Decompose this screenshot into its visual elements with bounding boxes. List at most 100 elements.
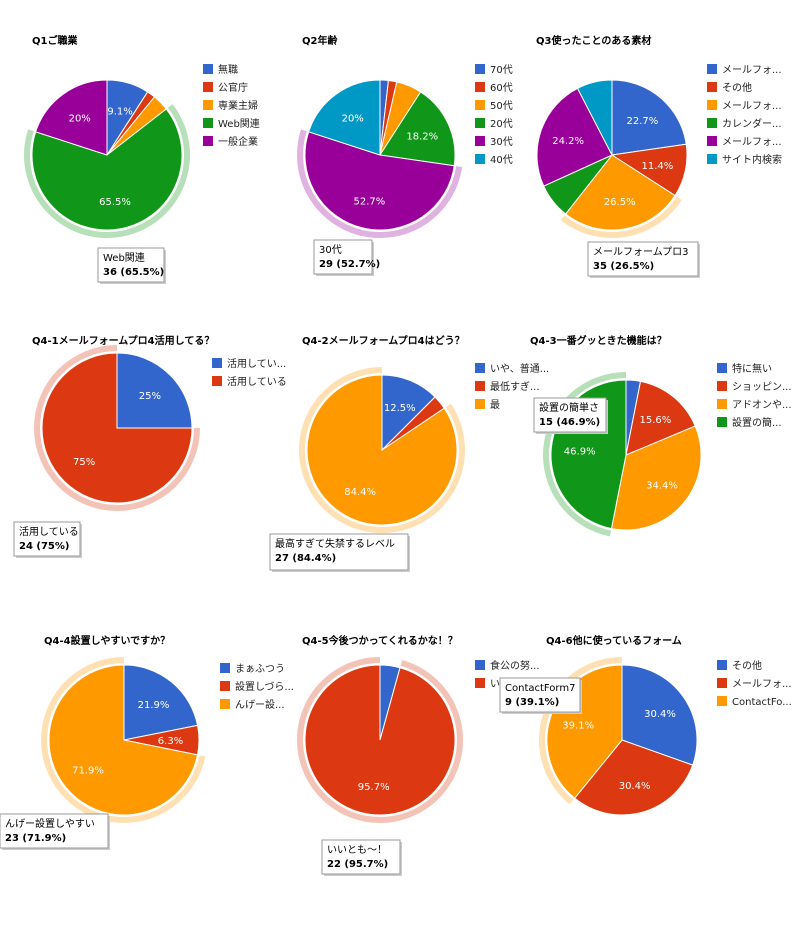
pie-slice[interactable]: [308, 79, 381, 156]
legend-swatch: [707, 118, 717, 128]
pie-slice[interactable]: [621, 664, 698, 766]
pie-slice[interactable]: [573, 739, 694, 816]
legend-entry[interactable]: メールフォ...: [722, 101, 782, 112]
legend-entry[interactable]: 最低すぎ...: [490, 380, 540, 393]
legend-entry[interactable]: 設置しづら...: [235, 680, 294, 693]
pie-slice[interactable]: [379, 91, 456, 167]
pie-slice[interactable]: [35, 79, 108, 156]
legend-entry[interactable]: 活用している: [227, 376, 287, 388]
legend-swatch: [717, 696, 727, 706]
pie-chart: Q4-3一番グッときた機能は？ 15.6% 34.4% 46.9% 特に無いショッピン.…: [530, 334, 792, 537]
legend-entry[interactable]: 40代: [490, 154, 513, 166]
legend-swatch: [707, 154, 717, 164]
legend-swatch: [475, 363, 485, 373]
tooltip-value: 27 (84.4%): [275, 553, 336, 564]
legend-swatch: [475, 64, 485, 74]
legend-entry[interactable]: 公官庁: [218, 81, 248, 94]
legend-entry[interactable]: 設置の簡...: [732, 416, 782, 429]
slice-label: 71.9%: [72, 765, 104, 776]
pie-slice[interactable]: [304, 664, 456, 816]
legend-swatch: [717, 660, 727, 670]
pie-slice[interactable]: [576, 79, 613, 156]
legend-swatch: [220, 663, 230, 673]
slice-label: 11.4%: [642, 161, 674, 172]
legend-entry[interactable]: メールフォ...: [732, 679, 792, 690]
legend-entry[interactable]: 20代: [490, 118, 513, 130]
legend-swatch: [717, 399, 727, 409]
legend-entry[interactable]: メールフォ...: [722, 137, 782, 148]
pie-slice[interactable]: [564, 154, 676, 231]
legend-entry[interactable]: 60代: [490, 82, 513, 94]
pie-chart-panel: Q4-1メールフォームプロ4活用してる？ 25% 75% 活用してい... 活用している…: [0, 330, 287, 630]
pie-chart: Q4-4設置しやすいですか？ 21.9% 6.3% 71.9% まぁふつう設置しづら..…: [0, 634, 294, 850]
legend-entry[interactable]: んげー設...: [235, 698, 285, 711]
slice-label: 65.5%: [99, 197, 131, 208]
legend-swatch: [475, 399, 485, 409]
legend-entry[interactable]: 最: [490, 399, 500, 411]
pie-slice[interactable]: [304, 131, 455, 231]
chart-title: Q4-2メールフォームプロ4はどう？: [302, 334, 465, 347]
pie-chart-panel: Q4-4設置しやすいですか？ 21.9% 6.3% 71.9% まぁふつう 設置しづら..…: [0, 630, 294, 930]
legend-entry[interactable]: 30代: [490, 136, 513, 148]
slice-label: 9.1%: [107, 106, 132, 117]
legend-entry[interactable]: まぁふつう: [235, 663, 285, 675]
slice-label: 95.7%: [358, 782, 390, 793]
pie-slice[interactable]: [536, 87, 613, 187]
pie-slice[interactable]: [610, 425, 702, 531]
slice-label: 15.6%: [640, 415, 672, 426]
slice-label: 30.4%: [619, 781, 651, 792]
pie-slice[interactable]: [625, 380, 696, 456]
slice-label: 30.4%: [644, 709, 676, 720]
pie-chart-panel: Q4-2メールフォームプロ4はどう？ 12.5% 84.4% いや、普通... 最低すぎ…: [266, 330, 549, 630]
legend-entry[interactable]: カレンダー...: [722, 117, 782, 130]
pie-chart-panel: Q2年齢 18.2% 52.7% 20% 70代 60代 50代 20代 30代 40代 30代 29…: [266, 30, 532, 330]
tooltip: 最高すぎて失禁するレベル 27 (84.4%): [269, 533, 410, 572]
pie-chart-panel: Q3使ったことのある素材 22.7% 11.4% 26.5% 24.2% メールフォ...…: [532, 30, 798, 330]
legend-swatch: [475, 136, 485, 146]
legend-entry[interactable]: メールフォ...: [722, 65, 782, 76]
pie-slice[interactable]: [48, 664, 199, 816]
pie-slice[interactable]: [116, 352, 193, 429]
legend-entry[interactable]: Web関連: [218, 117, 260, 130]
legend-entry[interactable]: 50代: [490, 100, 513, 112]
slice-label: 84.4%: [344, 487, 376, 498]
legend-entry[interactable]: 70代: [490, 64, 513, 76]
tooltip-value: 24 (75%): [19, 541, 69, 552]
pie-slice[interactable]: [306, 374, 458, 526]
tooltip-value: 36 (65.5%): [103, 267, 164, 278]
tooltip-value: 15 (46.9%): [539, 417, 600, 428]
tooltip: 設置の簡単さ 15 (46.9%): [533, 397, 608, 434]
legend-entry[interactable]: 食公の努...: [490, 659, 540, 672]
slice-label: 21.9%: [138, 700, 170, 711]
legend-entry[interactable]: いや、普通...: [490, 362, 549, 375]
pie-slice[interactable]: [41, 352, 193, 504]
tooltip-value: 35 (26.5%): [593, 261, 654, 272]
legend-entry[interactable]: 一般企業: [218, 135, 258, 148]
pie-slice[interactable]: [31, 108, 183, 231]
slice-label: 25%: [139, 391, 161, 402]
legend-entry[interactable]: 特に無い: [732, 362, 772, 375]
pie-chart: Q4-2メールフォームプロ4はどう？ 12.5% 84.4% いや、普通... 最低すぎ…: [269, 334, 549, 572]
legend-entry[interactable]: その他: [732, 659, 762, 672]
legend-entry[interactable]: 活用してい...: [227, 358, 286, 370]
legend-swatch: [717, 417, 727, 427]
slice-label: 12.5%: [384, 403, 416, 414]
legend-entry[interactable]: サイト内検索: [722, 153, 782, 166]
tooltip-value: 22 (95.7%): [327, 859, 388, 870]
legend-entry[interactable]: ショッピン...: [732, 381, 792, 393]
tooltip-value: 9 (39.1%): [505, 697, 559, 708]
pie-chart: Q4-5今後つかってくれるかな！？95.7%食公の努...いいいいとも～！22 …: [297, 634, 540, 876]
legend-entry[interactable]: アドオンや...: [732, 399, 792, 411]
legend-swatch: [212, 376, 222, 386]
legend-entry[interactable]: その他: [722, 81, 752, 94]
tooltip: んげー設置しやすい 23 (71.9%): [0, 813, 110, 850]
pie-slice[interactable]: [123, 664, 199, 741]
slice-label: 22.7%: [627, 116, 659, 127]
legend-entry[interactable]: 専業主婦: [218, 99, 258, 112]
pie-slice[interactable]: [381, 374, 436, 452]
legend-swatch: [203, 118, 213, 128]
chart-title: Q4-6他に使っているフォーム: [546, 634, 682, 647]
legend-entry[interactable]: ContactFo...: [732, 697, 792, 708]
pie-slice[interactable]: [611, 79, 687, 156]
legend-entry[interactable]: 無職: [218, 63, 238, 76]
